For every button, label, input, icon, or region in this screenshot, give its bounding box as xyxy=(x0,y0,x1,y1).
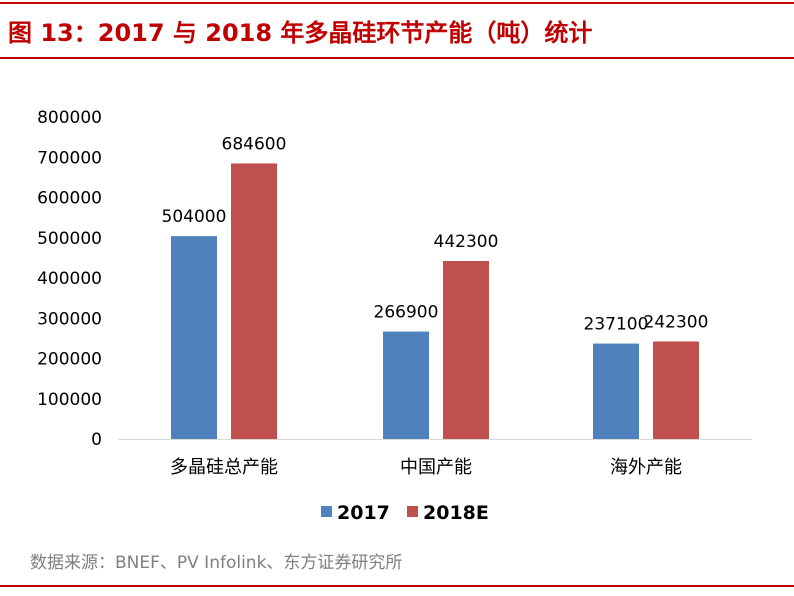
y-tick-label: 600000 xyxy=(37,189,102,209)
legend-label: 2018E xyxy=(423,502,489,524)
bottom-rule xyxy=(0,585,794,587)
x-category-label: 海外产能 xyxy=(610,457,682,478)
x-category-label: 多晶硅总产能 xyxy=(170,457,278,478)
bar-2018E-1 xyxy=(443,260,489,439)
y-tick-label: 200000 xyxy=(37,350,102,370)
bar-2018E-0 xyxy=(231,163,277,440)
data-label: 442300 xyxy=(434,232,499,252)
bar-2017-2 xyxy=(593,343,639,439)
y-tick-label: 0 xyxy=(91,430,102,450)
data-label: 684600 xyxy=(222,134,287,154)
bar-2017-1 xyxy=(383,331,429,439)
title-rule xyxy=(0,57,794,59)
y-tick-label: 800000 xyxy=(37,108,102,128)
figure-title: 图 13：2017 与 2018 年多晶硅环节产能（吨）统计 xyxy=(8,19,593,47)
y-tick-label: 300000 xyxy=(37,309,102,329)
source-note: 数据来源：BNEF、PV Infolink、东方证券研究所 xyxy=(30,553,403,573)
y-tick-label: 500000 xyxy=(37,229,102,249)
legend-swatch-2017 xyxy=(321,506,332,517)
data-label: 237100 xyxy=(584,315,649,335)
bar-2017-0 xyxy=(171,236,217,439)
x-category-label: 中国产能 xyxy=(400,457,472,478)
bar-2018E-2 xyxy=(653,341,699,439)
data-label: 504000 xyxy=(162,207,227,227)
y-tick-label: 100000 xyxy=(37,390,102,410)
legend-swatch-2018E xyxy=(407,506,418,517)
legend-label: 2017 xyxy=(337,502,390,524)
top-rule xyxy=(0,2,794,4)
data-label: 242300 xyxy=(644,312,709,332)
y-tick-label: 400000 xyxy=(37,269,102,289)
data-label: 266900 xyxy=(374,303,439,323)
y-tick-label: 700000 xyxy=(37,148,102,168)
